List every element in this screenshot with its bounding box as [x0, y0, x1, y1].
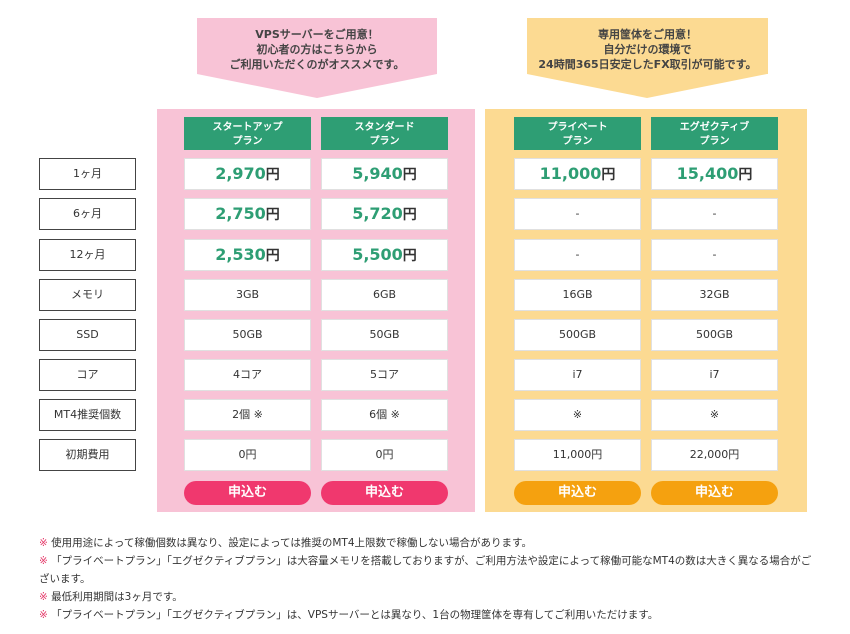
plan-name: プライベート: [547, 122, 608, 133]
core-cell: i7: [651, 359, 778, 391]
ssd-cell: 500GB: [651, 319, 778, 351]
initial-fee-cell: 22,000円: [651, 439, 778, 471]
ssd-cell: 50GB: [184, 319, 311, 351]
apply-button-startup[interactable]: 申込む: [184, 481, 311, 505]
footnote-text: 「プライベートプラン」「エグゼクティブプラン」は大容量メモリを搭載しておりますが…: [39, 555, 812, 585]
price-value: 2,530: [215, 245, 266, 264]
price-cell: 5,940円: [321, 158, 448, 190]
footnote-text: 最低利用期間は3ヶ月です。: [51, 591, 183, 603]
core-cell: 4コア: [184, 359, 311, 391]
price-value: 5,940: [352, 164, 403, 183]
price-cell-empty: -: [514, 198, 641, 230]
note-mark: ※: [39, 537, 48, 549]
price-cell: 2,970円: [184, 158, 311, 190]
plan-name-suffix: プラン: [232, 136, 263, 147]
footnote: ※ 使用用途によって稼働個数は異なり、設定によっては推奨のMT4上限数で稼働しな…: [39, 534, 819, 552]
plan-name-suffix: プラン: [369, 136, 400, 147]
dedicated-callout-line: 24時間365日安定したFX取引が可能です。: [538, 58, 757, 71]
apply-button-standard[interactable]: 申込む: [321, 481, 448, 505]
price-value: 2,970: [215, 164, 266, 183]
price-unit: 円: [738, 167, 753, 183]
price-unit: 円: [402, 167, 417, 183]
note-mark: ※: [39, 555, 48, 567]
price-value: 2,750: [215, 204, 266, 223]
mt4-cell: 2個 ※: [184, 399, 311, 431]
price-cell: 5,720円: [321, 198, 448, 230]
price-unit: 円: [265, 167, 280, 183]
row-label-6-months: 6ヶ月: [39, 198, 136, 230]
footnote: ※ 「プライベートプラン」「エグゼクティブプラン」は大容量メモリを搭載しておりま…: [39, 552, 819, 588]
plan-name-suffix: プラン: [699, 136, 730, 147]
initial-fee-cell: 11,000円: [514, 439, 641, 471]
footnotes: ※ 使用用途によって稼働個数は異なり、設定によっては推奨のMT4上限数で稼働しな…: [39, 534, 819, 624]
price-unit: 円: [402, 248, 417, 264]
mt4-cell: ※: [651, 399, 778, 431]
dedicated-callout: 専用筐体をご用意！ 自分だけの環境で 24時間365日安定したFX取引が可能です…: [527, 18, 768, 74]
row-label-12-months: 12ヶ月: [39, 239, 136, 271]
plan-header-executive: エグゼクティブ プラン: [651, 117, 778, 150]
mt4-cell: ※: [514, 399, 641, 431]
price-cell: 5,500円: [321, 239, 448, 271]
plan-name-suffix: プラン: [562, 136, 593, 147]
dedicated-callout-line: 自分だけの環境で: [603, 43, 692, 56]
vps-callout-arrow: [197, 74, 437, 98]
note-mark: ※: [39, 591, 48, 603]
row-label-ssd: SSD: [39, 319, 136, 351]
price-unit: 円: [601, 167, 616, 183]
apply-button-private[interactable]: 申込む: [514, 481, 641, 505]
price-unit: 円: [265, 248, 280, 264]
core-cell: i7: [514, 359, 641, 391]
price-value: 5,500: [352, 245, 403, 264]
price-cell: 2,750円: [184, 198, 311, 230]
price-unit: 円: [265, 207, 280, 223]
row-label-mt4: MT4推奨個数: [39, 399, 136, 431]
row-label-1-month: 1ヶ月: [39, 158, 136, 190]
plan-header-startup: スタートアップ プラン: [184, 117, 311, 150]
price-value: 11,000: [539, 164, 602, 183]
plan-header-standard: スタンダード プラン: [321, 117, 448, 150]
price-value: 5,720: [352, 204, 403, 223]
footnote: ※ 最低利用期間は3ヶ月です。: [39, 588, 819, 606]
price-cell-empty: -: [514, 239, 641, 271]
row-label-initial-fee: 初期費用: [39, 439, 136, 471]
footnote: ※ 「プライベートプラン」「エグゼクティブプラン」は、VPSサーバーとは異なり、…: [39, 606, 819, 624]
vps-callout-line: ご利用いただくのがオススメです。: [229, 58, 405, 71]
plan-name: スタートアップ: [212, 122, 283, 133]
core-cell: 5コア: [321, 359, 448, 391]
apply-button-executive[interactable]: 申込む: [651, 481, 778, 505]
dedicated-callout-arrow: [527, 74, 767, 98]
dedicated-callout-line: 専用筐体をご用意！: [598, 28, 697, 41]
price-cell: 15,400円: [651, 158, 778, 190]
price-cell-empty: -: [651, 239, 778, 271]
vps-callout-line: VPSサーバーをご用意！: [255, 28, 379, 41]
vps-callout-line: 初心者の方はこちらから: [256, 43, 378, 56]
row-label-core: コア: [39, 359, 136, 391]
row-label-memory: メモリ: [39, 279, 136, 311]
price-cell-empty: -: [651, 198, 778, 230]
plan-name: スタンダード: [354, 122, 415, 133]
ssd-cell: 50GB: [321, 319, 448, 351]
price-cell: 2,530円: [184, 239, 311, 271]
plan-name: エグゼクティブ: [679, 122, 750, 133]
initial-fee-cell: 0円: [184, 439, 311, 471]
memory-cell: 3GB: [184, 279, 311, 311]
price-cell: 11,000円: [514, 158, 641, 190]
mt4-cell: 6個 ※: [321, 399, 448, 431]
initial-fee-cell: 0円: [321, 439, 448, 471]
vps-callout: VPSサーバーをご用意！ 初心者の方はこちらから ご利用いただくのがオススメです…: [197, 18, 437, 74]
memory-cell: 16GB: [514, 279, 641, 311]
memory-cell: 6GB: [321, 279, 448, 311]
price-unit: 円: [402, 207, 417, 223]
plan-header-private: プライベート プラン: [514, 117, 641, 150]
footnote-text: 「プライベートプラン」「エグゼクティブプラン」は、VPSサーバーとは異なり、1台…: [51, 609, 659, 621]
footnote-text: 使用用途によって稼働個数は異なり、設定によっては推奨のMT4上限数で稼働しない場…: [51, 537, 532, 549]
note-mark: ※: [39, 609, 48, 621]
price-value: 15,400: [676, 164, 739, 183]
memory-cell: 32GB: [651, 279, 778, 311]
ssd-cell: 500GB: [514, 319, 641, 351]
